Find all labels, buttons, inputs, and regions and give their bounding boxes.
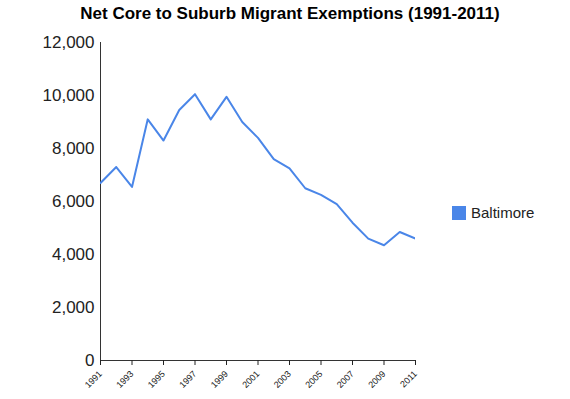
svg-text:2001: 2001	[240, 369, 261, 390]
svg-text:2003: 2003	[272, 369, 293, 390]
svg-text:1993: 1993	[114, 369, 135, 390]
svg-text:2011: 2011	[398, 369, 419, 390]
svg-text:2009: 2009	[366, 369, 387, 390]
html-text:Baltimore: Baltimore	[471, 204, 535, 221]
svg-text:1999: 1999	[209, 369, 230, 390]
svg-text:10,000: 10,000	[43, 86, 95, 105]
svg-text:1997: 1997	[177, 369, 198, 390]
html-text:Net Core to Suburb Migrant Exe: Net Core to Suburb Migrant Exemptions (1…	[80, 4, 500, 23]
svg-text:1991: 1991	[83, 369, 104, 390]
svg-text:8,000: 8,000	[52, 139, 95, 158]
svg-text:6,000: 6,000	[52, 192, 95, 211]
svg-text:1995: 1995	[146, 369, 167, 390]
svg-text:12,000: 12,000	[43, 33, 95, 52]
svg-text:2,000: 2,000	[52, 298, 95, 317]
svg-text:2007: 2007	[335, 369, 356, 390]
svg-text:4,000: 4,000	[52, 245, 95, 264]
svg-text:0: 0	[85, 351, 94, 370]
svg-text:2005: 2005	[303, 369, 324, 390]
